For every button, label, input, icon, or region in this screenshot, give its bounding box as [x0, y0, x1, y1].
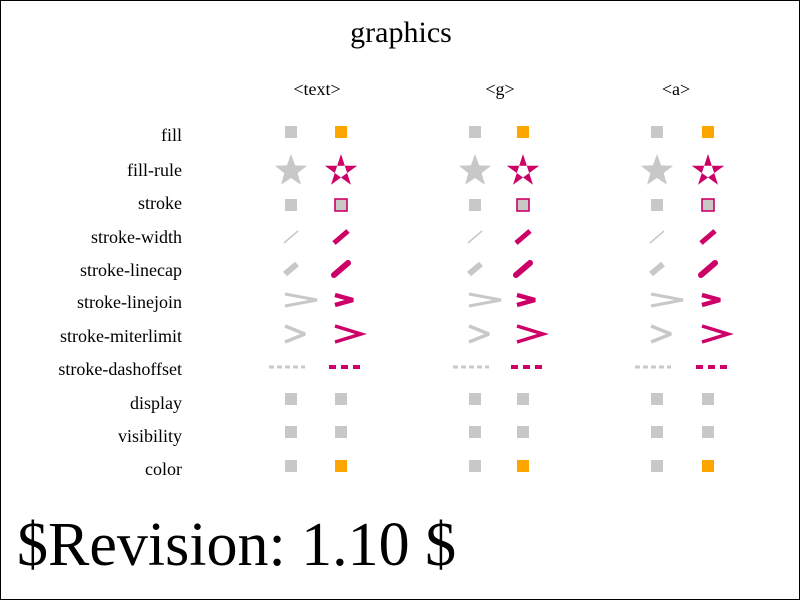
visibility-reference-square-a	[651, 426, 663, 438]
stroke-miterlimit-result-chevron-g	[516, 324, 549, 344]
row-label-stroke-width: stroke-width	[91, 227, 182, 247]
fill-rule-result-star-icon-text	[324, 154, 358, 185]
column-header-a: <a>	[661, 79, 691, 99]
color-reference-square-text	[285, 460, 297, 472]
page-title: graphics	[350, 16, 452, 49]
stroke-linecap-reference-line-text	[283, 261, 299, 277]
stroke-linecap-result-line-text	[331, 260, 351, 278]
color-reference-square-g	[469, 460, 481, 472]
stroke-result-square-text	[334, 198, 348, 212]
display-result-square-text	[335, 393, 347, 405]
stroke-width-reference-line-g	[467, 230, 483, 244]
stroke-linejoin-reference-chevron-text	[284, 292, 318, 308]
row-label-stroke-linecap: stroke-linecap	[80, 260, 182, 280]
fill-rule-reference-star-icon-g	[458, 154, 492, 185]
stroke-width-result-line-g	[514, 229, 532, 245]
fill-result-square-a	[702, 126, 714, 138]
stroke-linejoin-result-chevron-text	[334, 292, 354, 308]
row-label-stroke-miterlimit: stroke-miterlimit	[60, 326, 182, 346]
visibility-result-square-text	[335, 426, 347, 438]
stroke-width-result-line-text	[332, 229, 350, 245]
display-reference-square-text	[285, 393, 297, 405]
column-header-g: <g>	[485, 79, 515, 99]
fill-reference-square-a	[651, 126, 663, 138]
row-label-stroke: stroke	[138, 193, 182, 213]
visibility-reference-square-text	[285, 426, 297, 438]
row-label-visibility: visibility	[117, 426, 182, 446]
revision-label: $Revision: 1.10 $	[17, 511, 457, 579]
visibility-reference-square-g	[469, 426, 481, 438]
stroke-linejoin-result-chevron-g	[516, 292, 536, 308]
stroke-linejoin-reference-chevron-g	[468, 292, 502, 308]
stroke-miterlimit-reference-chevron-a	[650, 324, 672, 344]
stroke-linecap-result-line-g	[513, 260, 533, 278]
fill-result-square-text	[335, 126, 347, 138]
column-header-text: <text>	[293, 79, 341, 99]
stroke-linejoin-result-chevron-a	[701, 292, 721, 308]
color-result-square-a	[702, 460, 714, 472]
stroke-width-reference-line-a	[649, 230, 665, 244]
stroke-reference-square-g	[469, 199, 481, 211]
stroke-reference-square-text	[285, 199, 297, 211]
display-result-square-a	[702, 393, 714, 405]
row-label-color: color	[145, 459, 182, 479]
color-result-square-text	[335, 460, 347, 472]
color-result-square-g	[517, 460, 529, 472]
stroke-miterlimit-reference-chevron-text	[284, 324, 306, 344]
stroke-result-square-g	[516, 198, 530, 212]
stroke-result-square-a	[701, 198, 715, 212]
stroke-linecap-reference-line-a	[649, 261, 665, 277]
display-reference-square-a	[651, 393, 663, 405]
row-label-stroke-dashoffset: stroke-dashoffset	[58, 359, 182, 379]
stroke-width-reference-line-text	[283, 230, 299, 244]
stroke-reference-square-a	[651, 199, 663, 211]
fill-result-square-g	[517, 126, 529, 138]
stroke-linecap-result-line-a	[698, 260, 718, 278]
stroke-miterlimit-result-chevron-a	[701, 324, 734, 344]
fill-rule-result-star-icon-g	[506, 154, 540, 185]
stroke-width-result-line-a	[699, 229, 717, 245]
stroke-linejoin-reference-chevron-a	[650, 292, 684, 308]
display-reference-square-g	[469, 393, 481, 405]
row-label-fill-rule: fill-rule	[127, 160, 182, 180]
stroke-miterlimit-reference-chevron-g	[468, 324, 490, 344]
fill-rule-reference-star-icon-text	[274, 154, 308, 185]
fill-rule-reference-star-icon-a	[640, 154, 674, 185]
visibility-result-square-g	[517, 426, 529, 438]
display-result-square-g	[517, 393, 529, 405]
color-reference-square-a	[651, 460, 663, 472]
fill-reference-square-text	[285, 126, 297, 138]
fill-reference-square-g	[469, 126, 481, 138]
row-label-display: display	[130, 393, 182, 413]
row-label-stroke-linejoin: stroke-linejoin	[77, 292, 182, 312]
fill-rule-result-star-icon-a	[691, 154, 725, 185]
stroke-linecap-reference-line-g	[467, 261, 483, 277]
row-label-fill: fill	[161, 125, 182, 145]
stroke-miterlimit-result-chevron-text	[334, 324, 367, 344]
visibility-result-square-a	[702, 426, 714, 438]
